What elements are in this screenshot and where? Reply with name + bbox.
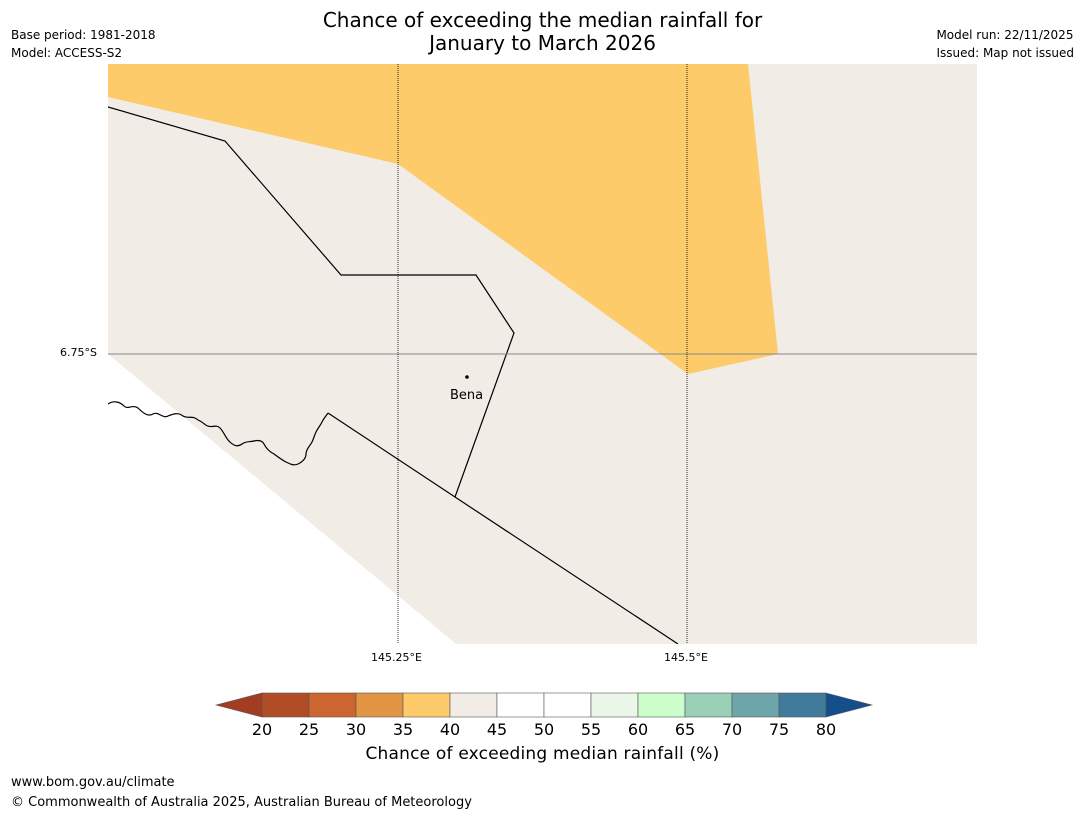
colorbar-extension-low [214, 692, 263, 718]
colorbar-bin [684, 692, 733, 718]
colorbar-tick-label: 70 [721, 720, 743, 739]
place-marker [465, 375, 469, 379]
colorbar-bin [355, 692, 404, 718]
meta-left: Base period: 1981-2018 Model: ACCESS-S2 [11, 26, 156, 62]
footer-url[interactable]: www.bom.gov.au/climate [11, 775, 175, 790]
colorbar-bin [261, 692, 310, 718]
colorbar-tick-label: 55 [580, 720, 602, 739]
coastline [108, 401, 329, 466]
colorbar-bin [308, 692, 357, 718]
colorbar-bin [496, 692, 545, 718]
boundary-line-south [327, 412, 679, 644]
colorbar-tick-label: 45 [486, 720, 508, 739]
colorbar-tick-label: 40 [439, 720, 461, 739]
map-title-line1: Chance of exceeding the median rainfall … [322, 8, 763, 32]
colorbar-bin [402, 692, 451, 718]
colorbar-bin [637, 692, 686, 718]
longitude-label-1: 145.25°E [371, 651, 422, 664]
colorbar-tick-label: 75 [768, 720, 790, 739]
footer-copyright: © Commonwealth of Australia 2025, Austra… [11, 795, 472, 810]
issued-status: Issued: Map not issued [936, 46, 1074, 60]
colorbar-bin [590, 692, 639, 718]
colorbar-extension-high [825, 692, 874, 718]
map-title-line2: January to March 2026 [429, 31, 656, 55]
colorbar-label: Chance of exceeding median rainfall (%) [365, 744, 720, 764]
boundary-line-north [108, 106, 515, 498]
longitude-label-2: 145.5°E [664, 651, 708, 664]
colorbar-tick-label: 50 [533, 720, 555, 739]
colorbar-tick-label: 35 [392, 720, 414, 739]
base-period: Base period: 1981-2018 [11, 28, 156, 42]
colorbar-bin [449, 692, 498, 718]
model-run: Model run: 22/11/2025 [936, 28, 1074, 42]
colorbar-tick-label: 60 [627, 720, 649, 739]
latitude-label: 6.75°S [60, 346, 97, 359]
colorbar [214, 692, 874, 718]
colorbar-tick-label: 30 [345, 720, 367, 739]
colorbar-bin [778, 692, 827, 718]
meta-right: Model run: 22/11/2025 Issued: Map not is… [936, 26, 1074, 62]
colorbar-bin [543, 692, 592, 718]
model-name: Model: ACCESS-S2 [11, 46, 123, 60]
probability-band-35-40 [108, 64, 778, 374]
colorbar-tick-label: 80 [815, 720, 837, 739]
sea-area-corner [108, 609, 146, 644]
sea-area [108, 354, 456, 644]
colorbar-bin [731, 692, 780, 718]
colorbar-tick-label: 65 [674, 720, 696, 739]
colorbar-tick-label: 25 [298, 720, 320, 739]
rainfall-map [108, 64, 977, 644]
place-label-bena: Bena [450, 388, 484, 403]
colorbar-tick-label: 20 [251, 720, 273, 739]
